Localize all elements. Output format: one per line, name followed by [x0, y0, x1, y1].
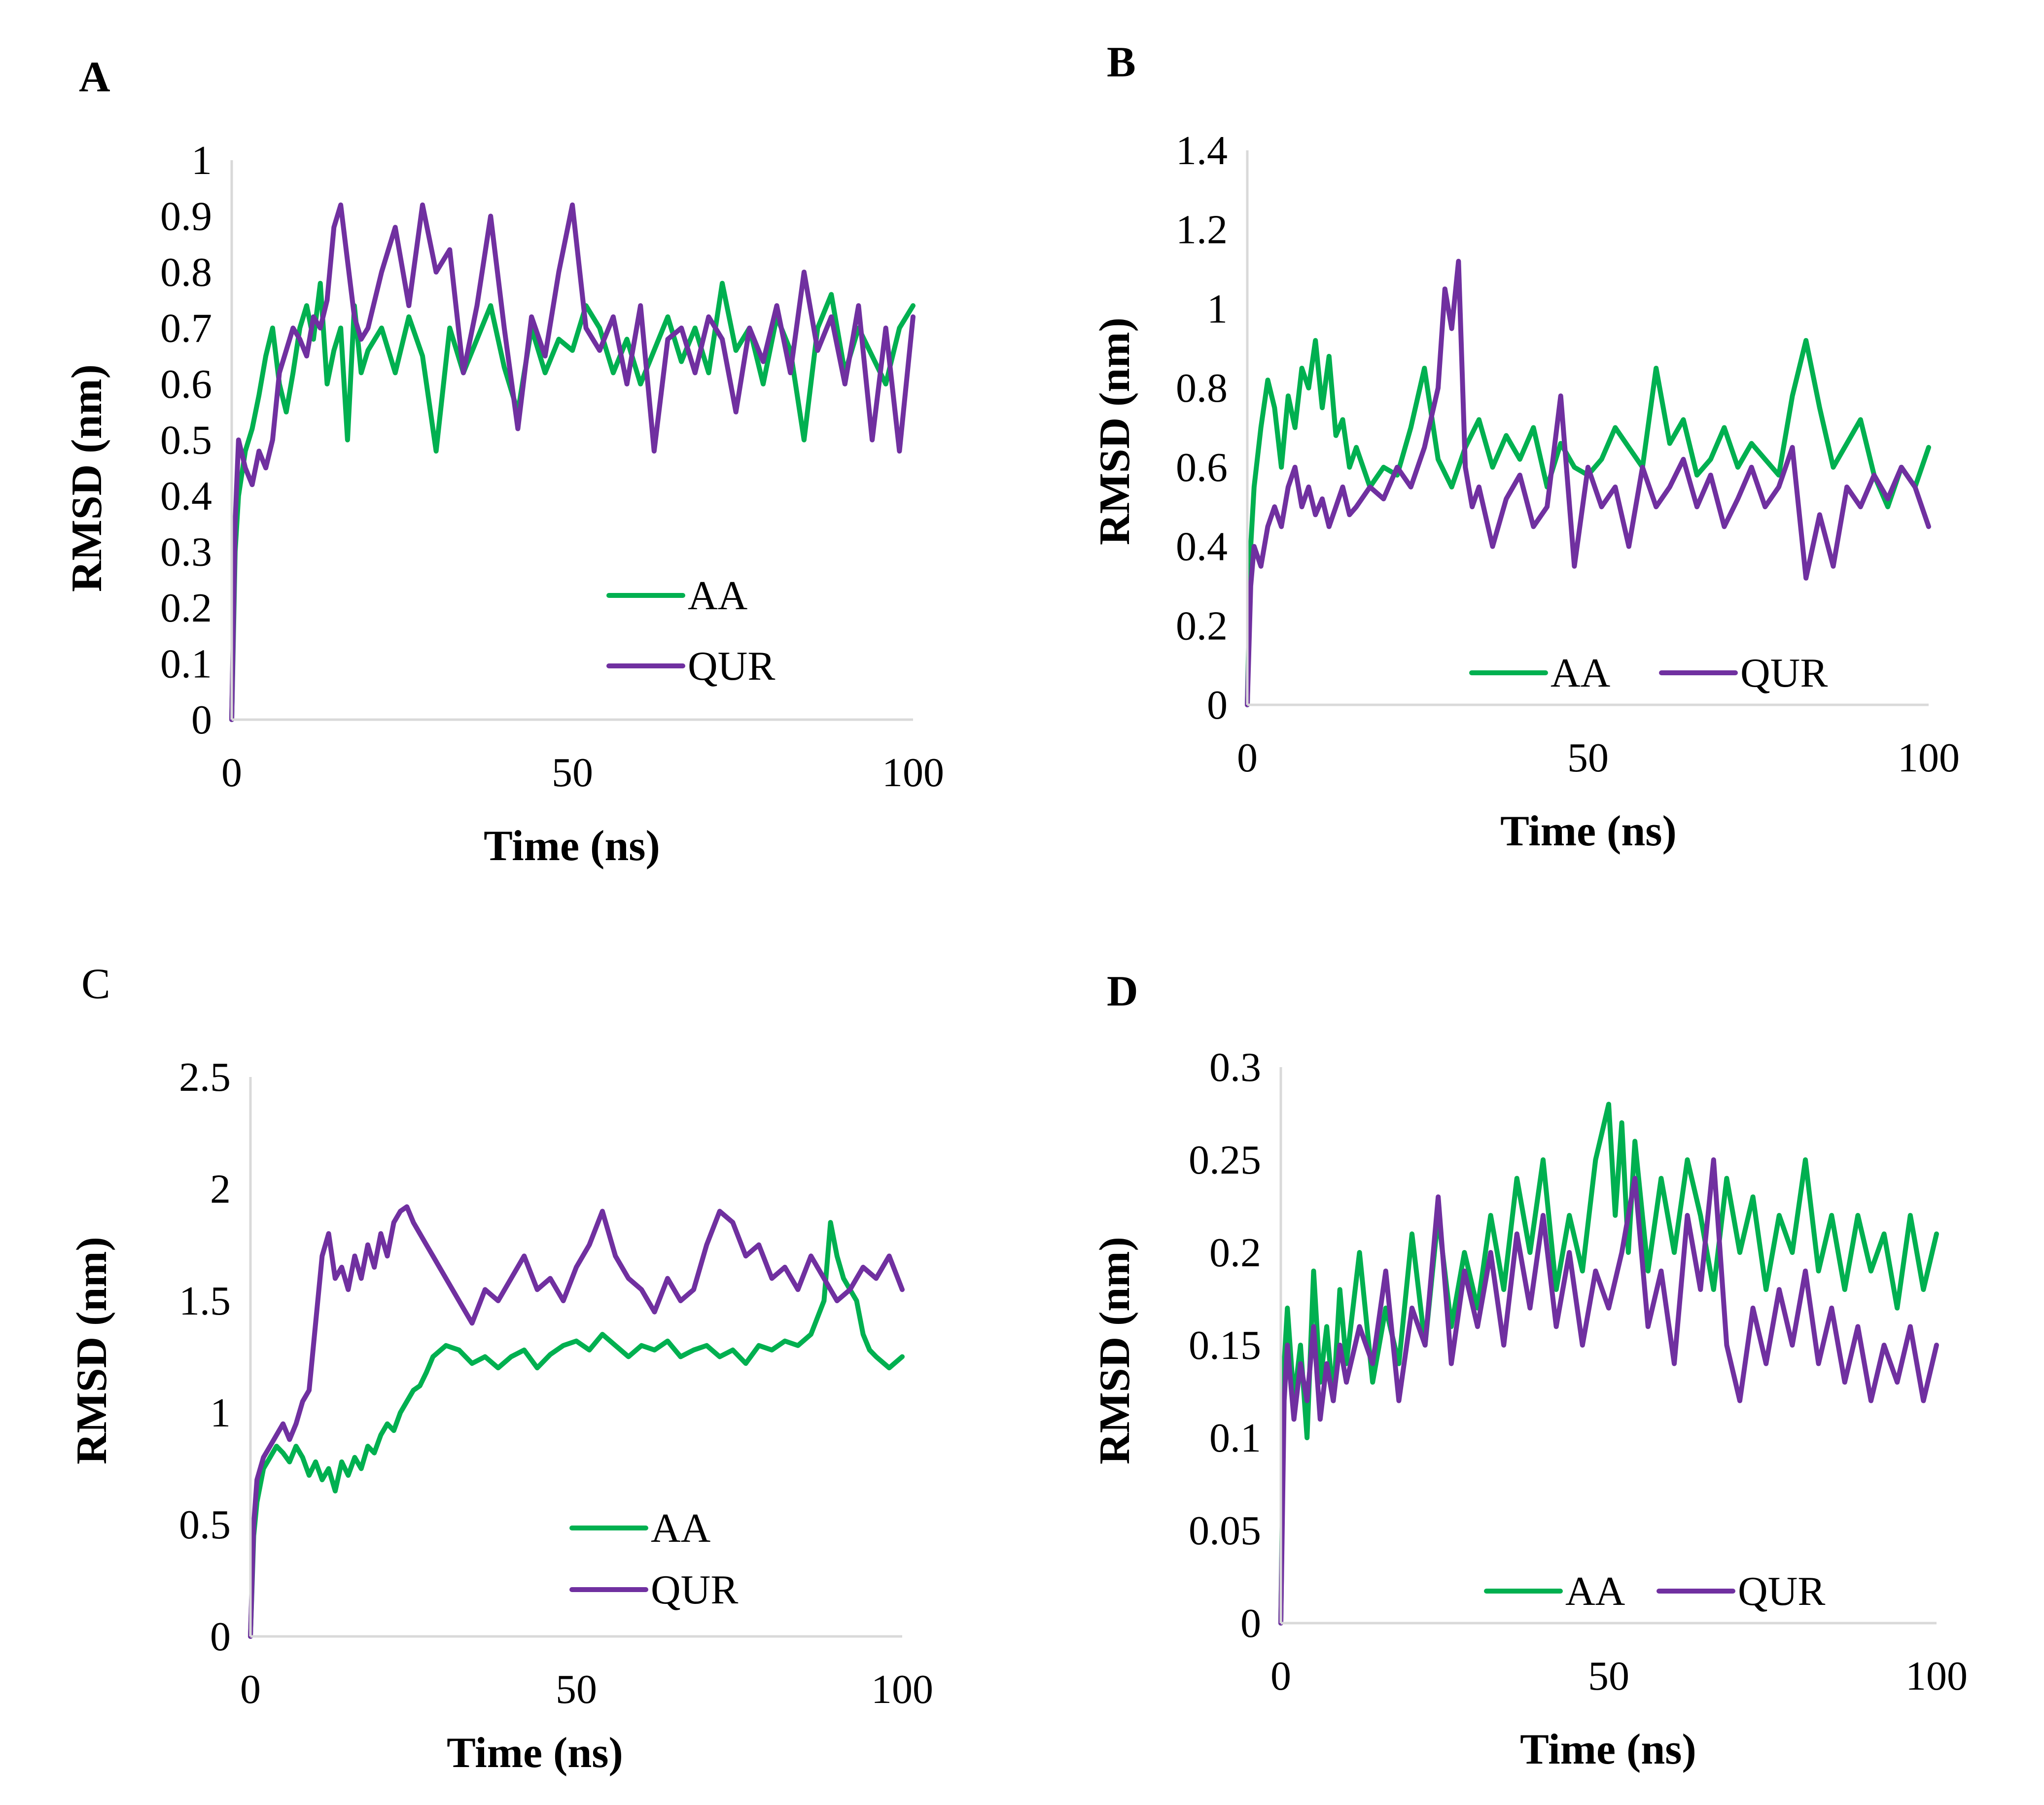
panel-a-series [229, 202, 916, 722]
x-tick-label: 100 [871, 1666, 933, 1712]
panel-letter-b: B [1107, 38, 1136, 86]
x-tick-label: 0 [1270, 1653, 1291, 1699]
y-tick-label: 0 [210, 1614, 231, 1660]
y-tick-label: 2 [210, 1166, 231, 1212]
legend-label-qur: QUR [1740, 650, 1828, 696]
legend-label-aa: AA [651, 1505, 711, 1551]
panel-a-legend: AA QUR [606, 573, 775, 689]
y-tick-label: 1 [1207, 286, 1228, 332]
panel-b-legend: AA QUR [1469, 650, 1828, 696]
legend-label-qur: QUR [1738, 1568, 1825, 1614]
panel-b-xlabel: Time (ns) [1500, 807, 1677, 855]
series-line-aa [1245, 338, 1931, 707]
panel-letter-d: D [1107, 968, 1138, 1015]
y-tick-label: 0.6 [1176, 445, 1228, 490]
legend-label-aa: AA [1565, 1568, 1625, 1614]
y-tick-label: 0.2 [160, 585, 212, 631]
y-tick-label: 0.9 [160, 194, 212, 240]
y-tick-label: 0.7 [160, 306, 212, 351]
panel-b-ylabel: RMSD (nm) [1091, 317, 1139, 545]
y-tick-label: 0.1 [1209, 1415, 1261, 1461]
y-tick-label: 0.15 [1189, 1322, 1261, 1368]
x-tick-label: 50 [1567, 735, 1609, 781]
x-tick-label: 0 [1237, 735, 1258, 781]
panel-c: C RMSD (nm) Time (ns) 0 0.5 1 1.5 2 2.5 0 50 10… [68, 960, 933, 1777]
series-line-qur [1245, 259, 1931, 707]
y-tick-label: 1.5 [179, 1278, 231, 1324]
legend-label-qur: QUR [688, 643, 775, 689]
panel-d-x-ticks: 0 50 100 [1270, 1653, 1968, 1699]
panel-c-xlabel: Time (ns) [447, 1729, 623, 1777]
panel-b-x-ticks: 0 50 100 [1237, 735, 1960, 781]
series-line-qur [229, 202, 916, 722]
series-line-qur [1278, 1157, 1939, 1626]
y-tick-label: 0.05 [1189, 1508, 1261, 1554]
panel-a-ylabel: RMSD (nm) [63, 364, 111, 592]
panel-c-legend: AA QUR [569, 1505, 738, 1613]
y-tick-label: 0.1 [160, 641, 212, 687]
y-tick-label: 0 [1207, 682, 1228, 728]
y-tick-label: 0.4 [160, 473, 212, 519]
series-line-aa [1278, 1102, 1939, 1626]
series-line-qur [248, 1204, 905, 1639]
series-line-aa [229, 280, 916, 722]
y-tick-label: 0.8 [1176, 365, 1228, 411]
y-tick-label: 1 [210, 1390, 231, 1436]
y-tick-label: 0.8 [160, 249, 212, 295]
panel-letter-a: A [79, 53, 110, 101]
x-tick-label: 50 [556, 1666, 597, 1712]
panel-letter-c: C [81, 960, 110, 1008]
panel-d-series [1278, 1102, 1939, 1626]
y-tick-label: 1.2 [1176, 207, 1228, 253]
panel-a-x-ticks: 0 50 100 [221, 750, 944, 796]
panel-b-series [1245, 259, 1931, 707]
x-tick-label: 100 [1898, 735, 1960, 781]
y-tick-label: 0.3 [1209, 1044, 1261, 1090]
panel-a-xlabel: Time (ns) [484, 822, 660, 870]
y-tick-label: 0.5 [179, 1502, 231, 1548]
legend-label-aa: AA [1551, 650, 1611, 696]
panel-a-y-ticks: 0 0.1 0.2 0.3 0.4 0.5 0.6 0.7 0.8 0.9 1 [160, 138, 212, 743]
series-line-aa [248, 1220, 905, 1639]
x-tick-label: 50 [552, 750, 593, 796]
legend-label-qur: QUR [651, 1567, 738, 1613]
panel-b-y-ticks: 0 0.2 0.4 0.6 0.8 1 1.2 1.4 [1176, 128, 1228, 728]
y-tick-label: 0 [191, 697, 212, 743]
x-tick-label: 0 [221, 750, 242, 796]
y-tick-label: 2.5 [179, 1054, 231, 1100]
y-tick-label: 0.6 [160, 361, 212, 407]
y-tick-label: 1 [191, 138, 212, 183]
y-tick-label: 0.2 [1209, 1230, 1261, 1276]
y-tick-label: 0.2 [1176, 603, 1228, 649]
panel-d-y-ticks: 0 0.05 0.1 0.15 0.2 0.25 0.3 [1189, 1044, 1261, 1646]
panel-d: D RMSD (nm) Time (ns) 0 0.05 0.1 0.15 0.2 0.2… [1091, 968, 1968, 1773]
panel-d-xlabel: Time (ns) [1520, 1726, 1696, 1773]
y-tick-label: 0.5 [160, 417, 212, 463]
panel-a: A RMSD (nm) Time (ns) 0 0.1 0.2 0.3 0.4 0.5 0.… [63, 53, 944, 870]
legend-label-aa: AA [688, 573, 748, 619]
x-tick-label: 100 [882, 750, 944, 796]
y-tick-label: 0.3 [160, 529, 212, 575]
x-tick-label: 100 [1905, 1653, 1968, 1699]
panel-c-y-ticks: 0 0.5 1 1.5 2 2.5 [179, 1054, 231, 1660]
panel-d-ylabel: RMSD (nm) [1091, 1237, 1139, 1464]
panel-c-ylabel: RMSD (nm) [68, 1237, 116, 1464]
panel-b: B RMSD (nm) Time (ns) 0 0.2 0.4 0.6 0.8 1 1.2 1… [1091, 38, 1960, 855]
panel-c-x-ticks: 0 50 100 [240, 1666, 933, 1712]
y-tick-label: 0.4 [1176, 524, 1228, 570]
panel-d-legend: AA QUR [1484, 1568, 1825, 1614]
x-tick-label: 50 [1588, 1653, 1629, 1699]
y-tick-label: 0 [1240, 1600, 1261, 1646]
y-tick-label: 1.4 [1176, 128, 1228, 174]
panel-c-series [248, 1204, 905, 1639]
y-tick-label: 0.25 [1189, 1137, 1261, 1183]
x-tick-label: 0 [240, 1666, 261, 1712]
